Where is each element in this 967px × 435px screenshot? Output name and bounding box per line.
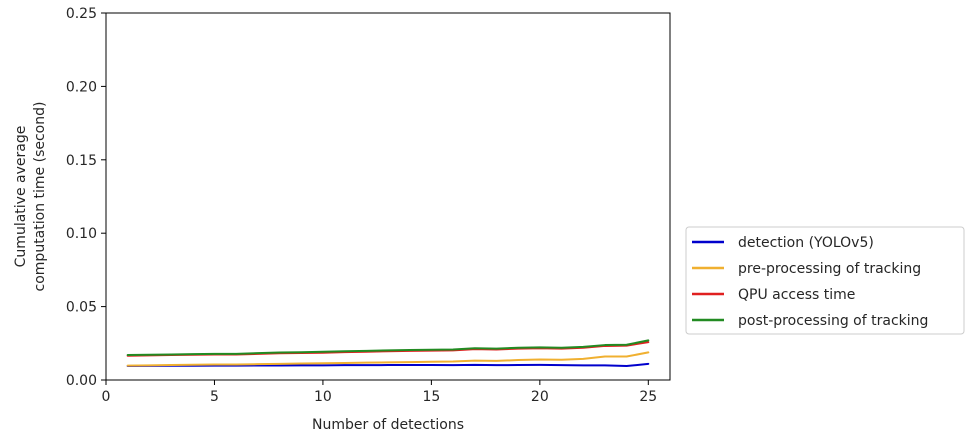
y-tick-label: 0.05 [66,300,97,316]
y-tick-label: 0.00 [66,373,97,389]
x-tick-label: 25 [639,389,657,405]
x-tick-label: 10 [314,389,332,405]
y-axis-label-line-1: Cumulative average [13,126,29,268]
legend-label-0: detection (YOLOv5) [738,235,874,251]
legend-label-3: post-processing of tracking [738,313,928,329]
x-tick-label: 20 [531,389,549,405]
legend-label-2: QPU access time [738,287,855,303]
y-axis-label: Cumulative average computation time (sec… [13,102,48,292]
series-line-1 [126,351,650,367]
y-tick-label: 0.15 [66,153,97,169]
y-axis-label-line-2: computation time (second) [32,102,48,292]
x-axis: 0 5 10 15 20 25 [102,380,657,405]
y-tick-label: 0.25 [66,6,97,22]
x-tick-label: 15 [422,389,440,405]
y-tick-label: 0.10 [66,226,97,242]
legend-label-1: pre-processing of tracking [738,261,921,277]
legend: detection (YOLOv5) pre-processing of trac… [685,226,965,335]
x-axis-label: Number of detections [312,417,464,433]
series-line-0 [126,362,650,368]
series-layer [126,339,650,368]
legend-entries: detection (YOLOv5) pre-processing of trac… [692,235,928,329]
series-line-3 [126,339,650,357]
x-tick-label: 5 [210,389,219,405]
plot-area [105,12,671,381]
x-tick-label: 0 [102,389,111,405]
plot-frame [105,12,671,381]
y-axis: 0.00 0.05 0.10 0.15 0.20 0.25 [66,6,106,389]
legend-box [685,226,965,335]
y-tick-label: 0.20 [66,79,97,95]
